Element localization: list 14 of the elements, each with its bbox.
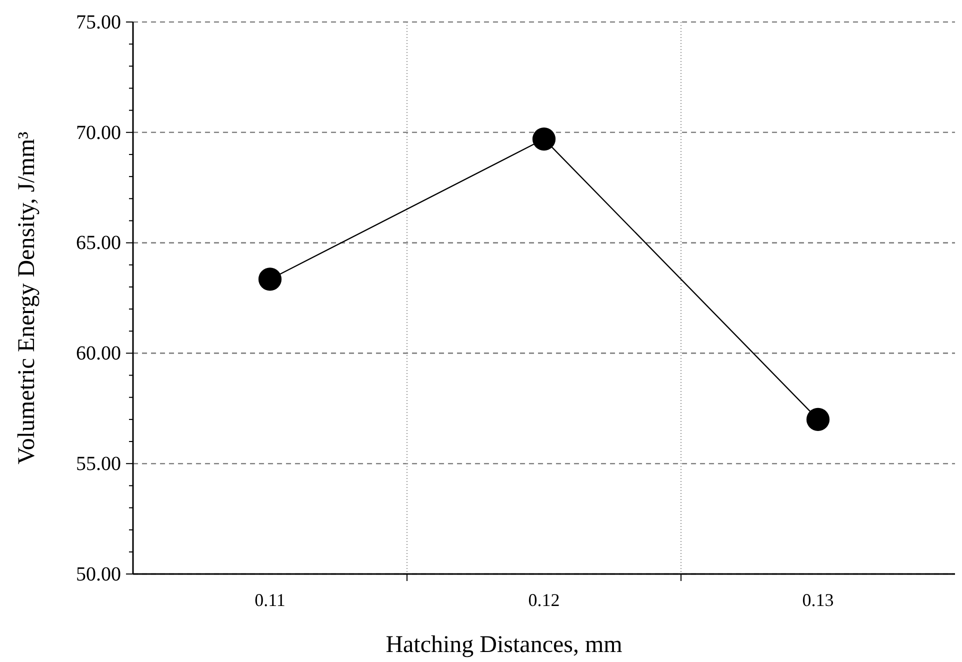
y-axis-title: Volumetric Energy Density, J/mm³ [14,132,40,464]
y-tick-label: 65.00 [76,232,121,254]
x-tick-label: 0.11 [254,590,286,610]
point [532,127,556,151]
x-axis-title: Hatching Distances, mm [386,632,623,658]
point [258,268,282,291]
y-tick-label: 70.00 [76,122,121,144]
y-tick-label: 55.00 [76,453,121,475]
y-tick-label: 75.00 [76,11,121,34]
point [806,408,830,431]
x-tick-label: 0.12 [528,590,560,610]
y-tick-label: 60.00 [76,342,121,365]
x-tick-label: 0.13 [802,590,834,610]
y-tick-label: 50.00 [76,563,121,586]
